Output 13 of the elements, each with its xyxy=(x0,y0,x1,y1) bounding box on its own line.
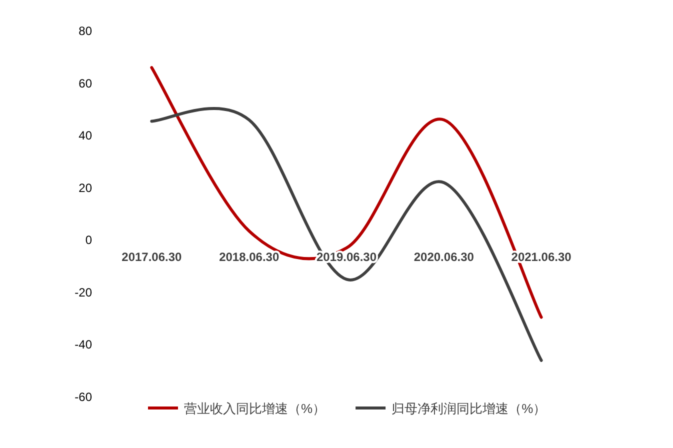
y-tick-label: 0 xyxy=(85,233,92,248)
legend-label: 归母净利润同比增速（%） xyxy=(392,401,546,416)
y-tick-label: 80 xyxy=(78,24,92,38)
y-tick-label: -60 xyxy=(74,390,92,404)
y-tick-label: -20 xyxy=(74,285,92,300)
x-tick-label: 2018.06.30 xyxy=(219,250,280,264)
y-tick-label: -40 xyxy=(74,338,92,352)
y-tick-label: 60 xyxy=(78,76,92,90)
legend-label: 营业收入同比增速（%） xyxy=(184,401,326,416)
x-tick-label: 2017.06.30 xyxy=(122,250,182,264)
y-tick-label: 40 xyxy=(78,128,92,143)
y-tick-label: 20 xyxy=(78,180,92,195)
x-tick-label: 2020.06.30 xyxy=(414,250,474,264)
